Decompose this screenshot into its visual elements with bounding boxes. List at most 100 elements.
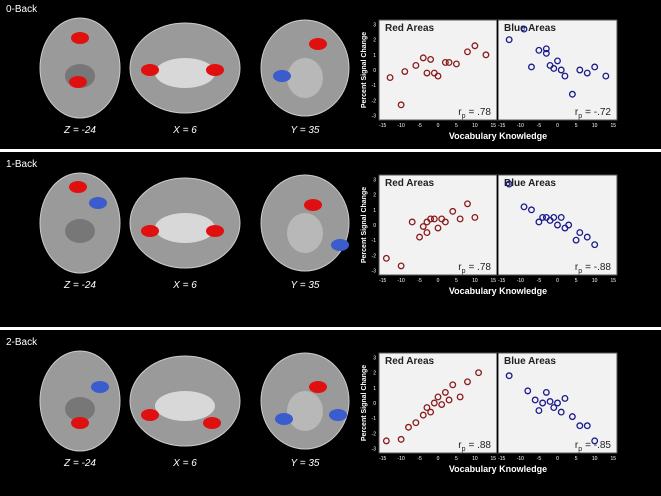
activation-blob [206, 225, 224, 237]
activation-blob [69, 76, 87, 88]
stat-annotation: rp = .78 [458, 107, 491, 120]
activation-blob [331, 239, 349, 251]
data-point [550, 213, 558, 221]
slice-label: Z = -24 [63, 280, 96, 291]
stat-symbol: r [575, 262, 579, 273]
data-point [528, 63, 535, 71]
y-tick-label: 2 [373, 371, 376, 377]
x-tick-label: 0 [556, 123, 559, 129]
plot-area [497, 174, 618, 276]
data-point [441, 388, 449, 396]
data-point [419, 54, 427, 62]
x-tick-label: -5 [417, 123, 422, 129]
y-tick-label: 2 [373, 193, 376, 199]
brain-detail [155, 58, 215, 88]
x-tick-label: -5 [417, 456, 422, 462]
activation-blob [69, 181, 87, 193]
data-point [423, 229, 431, 237]
x-tick-label: 0 [556, 456, 559, 462]
slice-label: X = 6 [172, 125, 197, 136]
x-tick-label: 0 [437, 456, 440, 462]
y-tick-label: -1 [372, 83, 377, 89]
data-point [423, 404, 431, 411]
data-point [464, 378, 471, 386]
activation-blob [206, 64, 224, 76]
y-tick-label: 3 [373, 356, 376, 362]
data-point [583, 69, 591, 77]
y-tick-label: -1 [372, 416, 377, 422]
slice-label: Z = -24 [63, 458, 96, 469]
y-axis-label: Percent Signal Change [361, 365, 368, 441]
activation-blob [309, 38, 327, 50]
data-point [561, 72, 569, 80]
y-tick-label: 1 [373, 208, 376, 214]
x-tick-label: -15 [498, 278, 505, 284]
y-tick-label: -3 [372, 113, 377, 119]
x-tick-label: 15 [491, 278, 497, 284]
data-point [397, 262, 405, 270]
x-tick-label: -15 [379, 123, 386, 129]
stat-annotation: rp = .88 [458, 440, 491, 453]
stat-subscript: p [578, 446, 582, 453]
data-point [542, 49, 550, 57]
data-point [576, 422, 584, 430]
stat-value: = .78 [468, 107, 491, 118]
data-point [382, 437, 390, 445]
stat-value: = .88 [468, 440, 491, 451]
data-point [427, 55, 435, 63]
stat-annotation: rp = -.72 [575, 107, 612, 120]
activation-blob [141, 225, 159, 237]
y-tick-label: -2 [372, 98, 377, 104]
activation-blob [304, 199, 322, 211]
x-tick-label: -5 [537, 123, 542, 129]
stat-symbol: r [575, 440, 579, 451]
brain-detail [287, 391, 323, 431]
brain-detail [155, 391, 215, 421]
y-tick-label: -3 [372, 268, 377, 274]
data-point [427, 408, 435, 416]
data-point [475, 369, 483, 377]
x-axis-label: Vocabulary Knowledge [449, 131, 547, 141]
panel-label: 0-Back [6, 4, 38, 15]
x-tick-label: 15 [611, 278, 617, 284]
plot-area [378, 19, 498, 121]
stat-annotation: rp = -.88 [575, 262, 612, 275]
data-point [423, 69, 431, 77]
data-point [561, 395, 569, 402]
y-tick-label: 1 [373, 386, 376, 392]
data-point [550, 404, 558, 411]
x-tick-label: -10 [398, 123, 405, 129]
y-tick-label: 3 [373, 23, 376, 29]
x-tick-label: 5 [575, 456, 578, 462]
stat-subscript: p [462, 113, 466, 120]
separator [0, 149, 661, 152]
data-point [456, 393, 464, 401]
data-point [602, 72, 610, 80]
panel-label: 1-Back [6, 159, 38, 170]
stat-annotation: rp = -.85 [575, 440, 612, 453]
x-tick-label: 10 [592, 456, 598, 462]
facet-title: Blue Areas [504, 23, 556, 34]
brain-detail [287, 58, 323, 98]
data-point [583, 422, 591, 430]
stat-symbol: r [458, 262, 462, 273]
data-point [542, 45, 550, 53]
data-point [456, 215, 464, 223]
plot-area [497, 352, 618, 454]
x-tick-label: -10 [517, 278, 524, 284]
stat-value: = -.85 [585, 440, 611, 451]
data-point [445, 58, 453, 66]
y-tick-label: 0 [373, 401, 376, 407]
x-tick-label: 0 [437, 278, 440, 284]
data-point [471, 213, 479, 221]
data-point [576, 229, 584, 237]
data-point [576, 66, 584, 74]
x-axis-label: Vocabulary Knowledge [449, 286, 547, 296]
data-point [419, 223, 427, 230]
data-point [412, 419, 420, 427]
data-point [572, 236, 580, 244]
data-point [401, 68, 409, 75]
x-tick-label: 5 [575, 123, 578, 129]
data-point [557, 66, 565, 74]
